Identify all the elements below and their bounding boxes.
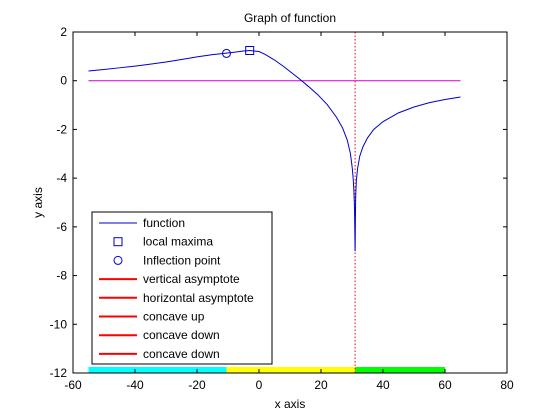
x-tick-label: 80: [500, 378, 514, 392]
legend-label: concave down: [143, 347, 220, 361]
y-tick-label: -4: [56, 171, 67, 185]
series-band-5: [88, 367, 227, 373]
series-band-7: [355, 367, 445, 373]
series-band-6: [226, 367, 356, 373]
x-tick-label: 60: [438, 378, 452, 392]
y-axis-title: y axis: [31, 187, 45, 218]
y-tick-label: -10: [50, 317, 68, 331]
legend-label: function: [143, 216, 185, 230]
y-tick-label: 0: [60, 74, 67, 88]
legend-swatch-square: [113, 237, 123, 247]
y-tick-label: -12: [50, 366, 68, 380]
y-tick-label: 2: [60, 25, 67, 39]
x-tick-label: 40: [376, 378, 390, 392]
y-tick-label: -6: [56, 220, 67, 234]
x-tick-label: -60: [64, 378, 82, 392]
chart-title: Graph of function: [244, 11, 336, 25]
y-tick-label: -2: [56, 122, 67, 136]
legend-label: vertical asymptote: [143, 272, 240, 286]
legend-swatch-circle: [113, 255, 123, 265]
plot-area: [88, 32, 461, 373]
legend-label: local maxima: [143, 235, 213, 249]
y-tick-label: -8: [56, 269, 67, 283]
legend-label: concave up: [143, 310, 205, 324]
legend-label: concave down: [143, 328, 220, 342]
legend-label: horizontal asymptote: [143, 291, 254, 305]
inflection-point-marker: [221, 48, 231, 58]
x-tick-label: -40: [126, 378, 144, 392]
local-maximum-marker: [245, 46, 255, 56]
function-line: [88, 50, 461, 252]
x-tick-label: -20: [188, 378, 206, 392]
x-tick-label: 20: [314, 378, 328, 392]
x-tick-label: 0: [256, 378, 263, 392]
axes-box: [72, 31, 508, 374]
legend-label: Inflection point: [143, 253, 221, 267]
x-axis-title: x axis: [275, 397, 306, 411]
